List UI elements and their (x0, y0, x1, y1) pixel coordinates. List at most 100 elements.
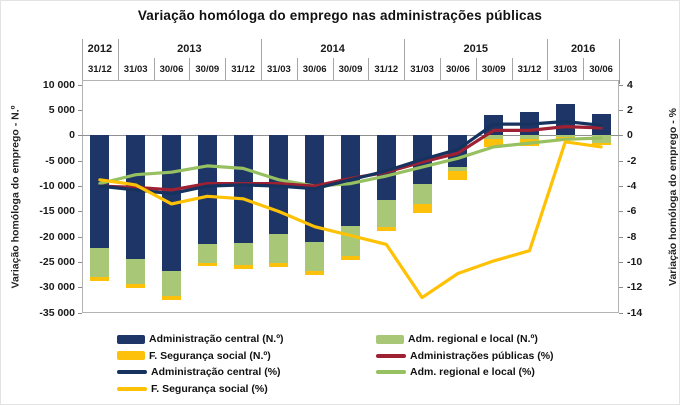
year-group-label: 2013 (177, 42, 202, 55)
left-axis-tick-label: 10 000 (42, 78, 75, 91)
bar-segment (484, 135, 504, 139)
left-axis-tick-label: 5 000 (48, 104, 75, 117)
line-series (98, 136, 603, 188)
right-axis-title-wrap: Variação homóloga do emprego - % (661, 80, 680, 313)
legend-item: F. Segurança social (%) (117, 382, 268, 396)
left-axis-tick (78, 211, 82, 213)
bar-segment (90, 248, 110, 277)
line-series (98, 119, 603, 196)
bar-segment (233, 243, 253, 265)
left-axis-tick-label: -20 000 (39, 230, 75, 243)
right-axis-tick-label: -8 (627, 230, 637, 243)
legend-item: F. Segurança social (N.º) (117, 349, 271, 363)
left-axis-tick (78, 84, 82, 86)
chart-title: Variação homóloga do emprego nas adminis… (137, 8, 543, 23)
right-axis-tick-label: -6 (627, 205, 637, 218)
left-axis-tick-label: -5 000 (45, 154, 75, 167)
date-separator (583, 58, 585, 80)
legend-label: Administração central (N.º) (149, 333, 284, 345)
legend-item: Adm. regional e local (%) (376, 365, 535, 379)
year-separator (117, 39, 119, 80)
bar-segment (341, 255, 360, 260)
date-label: 30/09 (338, 63, 363, 75)
bar-segment (162, 295, 181, 301)
legend-line-swatch (117, 386, 147, 391)
legend-item: Adm. regional e local (N.º) (376, 332, 538, 346)
bar-segment (269, 234, 289, 263)
left-axis-tick (78, 236, 82, 238)
bar-segment (376, 135, 396, 201)
date-separator (475, 58, 477, 80)
date-label: 30/06 (446, 63, 470, 75)
left-axis-tick-label: 0 (69, 129, 75, 142)
line-series (98, 140, 603, 300)
right-axis-tick (619, 160, 623, 162)
right-axis-tick (619, 135, 623, 137)
date-separator (189, 58, 191, 80)
year-separator (82, 39, 83, 80)
right-axis-tick (619, 236, 623, 238)
legend-bar-swatch (117, 334, 145, 344)
bar-segment (90, 135, 110, 249)
legend-label: Adm. regional e local (N.º) (408, 333, 538, 345)
date-separator (153, 58, 155, 80)
bar-segment (126, 259, 146, 284)
bar-segment (197, 135, 217, 245)
bar-segment (233, 264, 253, 269)
date-label: 30/06 (159, 63, 184, 75)
left-axis-tick-label: -10 000 (39, 180, 75, 193)
year-separator (547, 39, 549, 80)
legend-label: Administração central (%) (151, 366, 281, 378)
left-axis-tick (78, 160, 82, 162)
legend-line-swatch (376, 370, 406, 374)
right-axis-tick-label: -14 (627, 306, 643, 319)
left-axis-tick-label: -30 000 (39, 281, 75, 294)
bar-segment (162, 271, 181, 296)
legend-label: F. Segurança social (N.º) (149, 349, 271, 362)
bar-segment (197, 262, 217, 267)
legend-label: Adm. regional e local (%) (410, 366, 535, 378)
right-axis-tick (619, 262, 623, 264)
bar-segment (412, 184, 432, 205)
right-axis-tick-label: 2 (627, 104, 633, 117)
legend-item: Administração central (N.º) (117, 332, 284, 346)
bar-segment (197, 244, 217, 263)
legend-bar-swatch (376, 334, 404, 344)
left-axis-tick (78, 186, 82, 188)
left-axis-tick (78, 287, 82, 289)
right-axis-tick (619, 287, 623, 289)
year-group-label: 2014 (320, 42, 345, 55)
right-axis-tick (619, 186, 623, 188)
bar-segment (591, 142, 611, 146)
bar-segment (90, 276, 110, 282)
bar-segment (305, 270, 325, 275)
left-axis-tick (78, 135, 82, 137)
bar-segment (126, 283, 146, 288)
date-label: 30/06 (589, 63, 613, 75)
right-axis-tick-label: 0 (627, 129, 633, 142)
right-axis-tick-label: -10 (627, 256, 643, 269)
legend-line-swatch (117, 370, 147, 374)
right-axis-title: Variação homóloga do emprego - % (667, 107, 680, 286)
left-axis-title-wrap: Variação homóloga do emprego - N.º (3, 80, 27, 313)
date-separator (296, 58, 298, 80)
date-label: 31/03 (410, 63, 434, 75)
year-separator (404, 39, 406, 80)
date-label: 31/12 (374, 63, 399, 75)
legend-bar-swatch (117, 351, 145, 360)
category-tick (619, 80, 620, 84)
bar-segment (448, 170, 468, 180)
year-group-label: 2012 (87, 42, 113, 55)
year-separator (619, 39, 620, 80)
left-axis-title: Variação homóloga do emprego - N.º (9, 105, 22, 288)
date-separator (332, 58, 334, 80)
left-axis-tick-label: -15 000 (39, 205, 75, 218)
date-label: 31/12 (88, 63, 112, 75)
year-group-label: 2015 (463, 42, 489, 55)
date-label: 31/12 (517, 63, 542, 75)
bar-segment (126, 135, 146, 260)
bar-segment (412, 204, 432, 214)
bar-segment (305, 241, 325, 271)
bar-segment (269, 262, 289, 268)
